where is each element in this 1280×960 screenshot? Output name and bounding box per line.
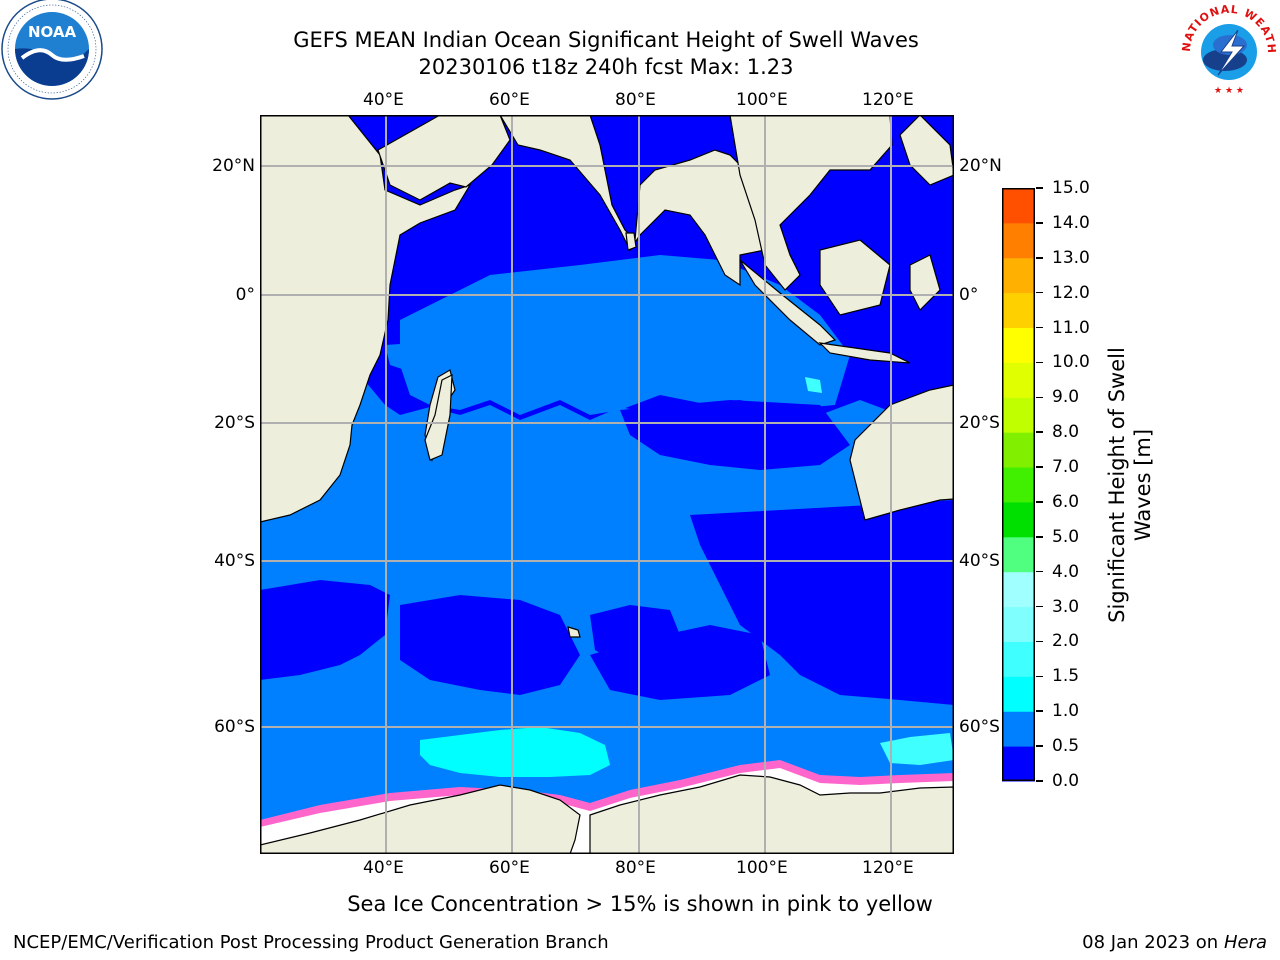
land-masses bbox=[260, 115, 954, 854]
swell-height-map bbox=[260, 115, 954, 854]
colorbar-segment bbox=[1002, 467, 1035, 503]
colorbar-tick-label: 6.0 bbox=[1052, 491, 1080, 512]
lon-label-bottom-60e: 60°E bbox=[489, 858, 530, 878]
colorbar-segment bbox=[1002, 327, 1035, 363]
footer-date: 08 Jan 2023 on Hera bbox=[1082, 932, 1267, 954]
colorbar-tick-label: 4.0 bbox=[1052, 561, 1080, 582]
lon-label-top-120e: 120°E bbox=[862, 90, 914, 110]
colorbar-segment bbox=[1002, 222, 1035, 259]
lat-label-right-40s: 40°S bbox=[959, 551, 1000, 571]
colorbar-tick-mark bbox=[1036, 361, 1043, 364]
lat-label-left-20n: 20°N bbox=[212, 156, 255, 176]
colorbar-tick-mark bbox=[1036, 640, 1043, 643]
lat-label-right-20s: 20°S bbox=[959, 413, 1000, 433]
colorbar-tick-label: 10.0 bbox=[1052, 352, 1090, 373]
colorbar-tick-label: 0.0 bbox=[1052, 771, 1080, 791]
colorbar-tick-label: 8.0 bbox=[1052, 422, 1080, 443]
colorbar-tick-label: 1.5 bbox=[1052, 666, 1080, 687]
map-frame bbox=[260, 115, 954, 854]
footer-machine: Hera bbox=[1223, 932, 1267, 953]
lon-label-bottom-100e: 100°E bbox=[736, 858, 788, 878]
lon-label-bottom-80e: 80°E bbox=[615, 858, 656, 878]
colorbar-segment bbox=[1002, 257, 1035, 294]
lon-label-bottom-40e: 40°E bbox=[363, 858, 404, 878]
colorbar-tick-mark bbox=[1036, 605, 1043, 608]
lon-label-top-40e: 40°E bbox=[363, 90, 404, 110]
colorbar-tick-mark bbox=[1036, 222, 1043, 224]
colorbar-segment bbox=[1002, 746, 1035, 782]
lat-label-left-60s: 60°S bbox=[214, 717, 255, 737]
lat-label-right-20n: 20°N bbox=[959, 156, 1002, 176]
colorbar-tick-mark bbox=[1036, 187, 1043, 189]
colorbar-tick-mark bbox=[1036, 675, 1043, 678]
colorbar-tick-mark bbox=[1036, 431, 1043, 433]
noaa-logo: NOAA bbox=[1, 0, 103, 100]
colorbar-tick-mark bbox=[1036, 326, 1043, 329]
colorbar-tick-label: 3.0 bbox=[1052, 596, 1080, 617]
colorbar-tick-label: 15.0 bbox=[1052, 178, 1090, 198]
colorbar-tick-mark bbox=[1036, 501, 1043, 503]
colorbar-tick-label: 9.0 bbox=[1052, 387, 1080, 408]
colorbar-tick-label: 11.0 bbox=[1052, 317, 1090, 338]
colorbar-tick-mark bbox=[1036, 396, 1043, 399]
lat-label-left-20s: 20°S bbox=[214, 413, 255, 433]
noaa-logo-text: NOAA bbox=[28, 23, 77, 41]
colorbar-segment bbox=[1002, 536, 1035, 573]
colorbar-segment bbox=[1002, 362, 1035, 398]
swell-cyan-region bbox=[420, 727, 610, 777]
colorbar-tick-mark bbox=[1036, 257, 1043, 259]
colorbar-tick-mark bbox=[1036, 745, 1043, 747]
map-gridlines bbox=[260, 115, 954, 854]
colorbar-tick-label: 1.0 bbox=[1052, 701, 1080, 722]
colorbar-label-line2: Waves [m] bbox=[1131, 428, 1155, 542]
colorbar-tick-mark bbox=[1036, 710, 1043, 712]
colorbar-tick-label: 13.0 bbox=[1052, 247, 1090, 268]
colorbar-segment bbox=[1002, 676, 1035, 712]
colorbar-tick-mark bbox=[1036, 570, 1043, 573]
svg-text:★ ★ ★: ★ ★ ★ bbox=[1214, 86, 1244, 96]
lon-label-top-100e: 100°E bbox=[736, 90, 788, 110]
colorbar-tick-mark bbox=[1036, 466, 1043, 468]
colorbar-segment bbox=[1002, 397, 1035, 433]
colorbar-segment bbox=[1002, 292, 1035, 329]
footer-date-text: 08 Jan 2023 on bbox=[1082, 932, 1224, 953]
chart-title: GEFS MEAN Indian Ocean Significant Heigh… bbox=[293, 28, 919, 52]
colorbar-tick-label: 2.0 bbox=[1052, 631, 1080, 652]
colorbar-tick-label: 5.0 bbox=[1052, 526, 1080, 547]
colorbar-segment bbox=[1002, 501, 1035, 538]
lat-label-left-40s: 40°S bbox=[214, 551, 255, 571]
footer-branch: NCEP/EMC/Verification Post Processing Pr… bbox=[13, 932, 609, 953]
colorbar-tick-label: 7.0 bbox=[1052, 457, 1080, 478]
lat-label-left-0: 0° bbox=[235, 285, 255, 305]
lon-label-top-60e: 60°E bbox=[489, 90, 530, 110]
sea-ice-note: Sea Ice Concentration > 15% is shown in … bbox=[347, 892, 933, 916]
colorbar-segment bbox=[1002, 188, 1035, 224]
colorbar-label-line1: Significant Height of Swell bbox=[1105, 347, 1129, 623]
colorbar-segment bbox=[1002, 641, 1035, 677]
colorbar-tick-mark bbox=[1036, 780, 1043, 782]
chart-subtitle: 20230106 t18z 240h fcst Max: 1.23 bbox=[418, 55, 794, 79]
lat-label-right-0: 0° bbox=[959, 285, 979, 305]
lat-label-right-60s: 60°S bbox=[959, 717, 1000, 737]
colorbar-segment bbox=[1002, 432, 1035, 468]
colorbar-tick-mark bbox=[1036, 291, 1043, 294]
colorbar-segment bbox=[1002, 571, 1035, 608]
colorbar-tick-label: 12.0 bbox=[1052, 282, 1090, 303]
nws-logo: NATIONAL WEATHER SERVICE ★ ★ ★ bbox=[1178, 0, 1277, 98]
colorbar-segment bbox=[1002, 606, 1035, 642]
colorbar-tick-label: 14.0 bbox=[1052, 212, 1090, 233]
colorbar bbox=[1002, 188, 1035, 782]
lon-label-bottom-120e: 120°E bbox=[862, 858, 914, 878]
lon-label-top-80e: 80°E bbox=[615, 90, 656, 110]
colorbar-tick-label: 0.5 bbox=[1052, 736, 1080, 757]
colorbar-segment bbox=[1002, 711, 1035, 747]
colorbar-tick-mark bbox=[1036, 536, 1043, 538]
